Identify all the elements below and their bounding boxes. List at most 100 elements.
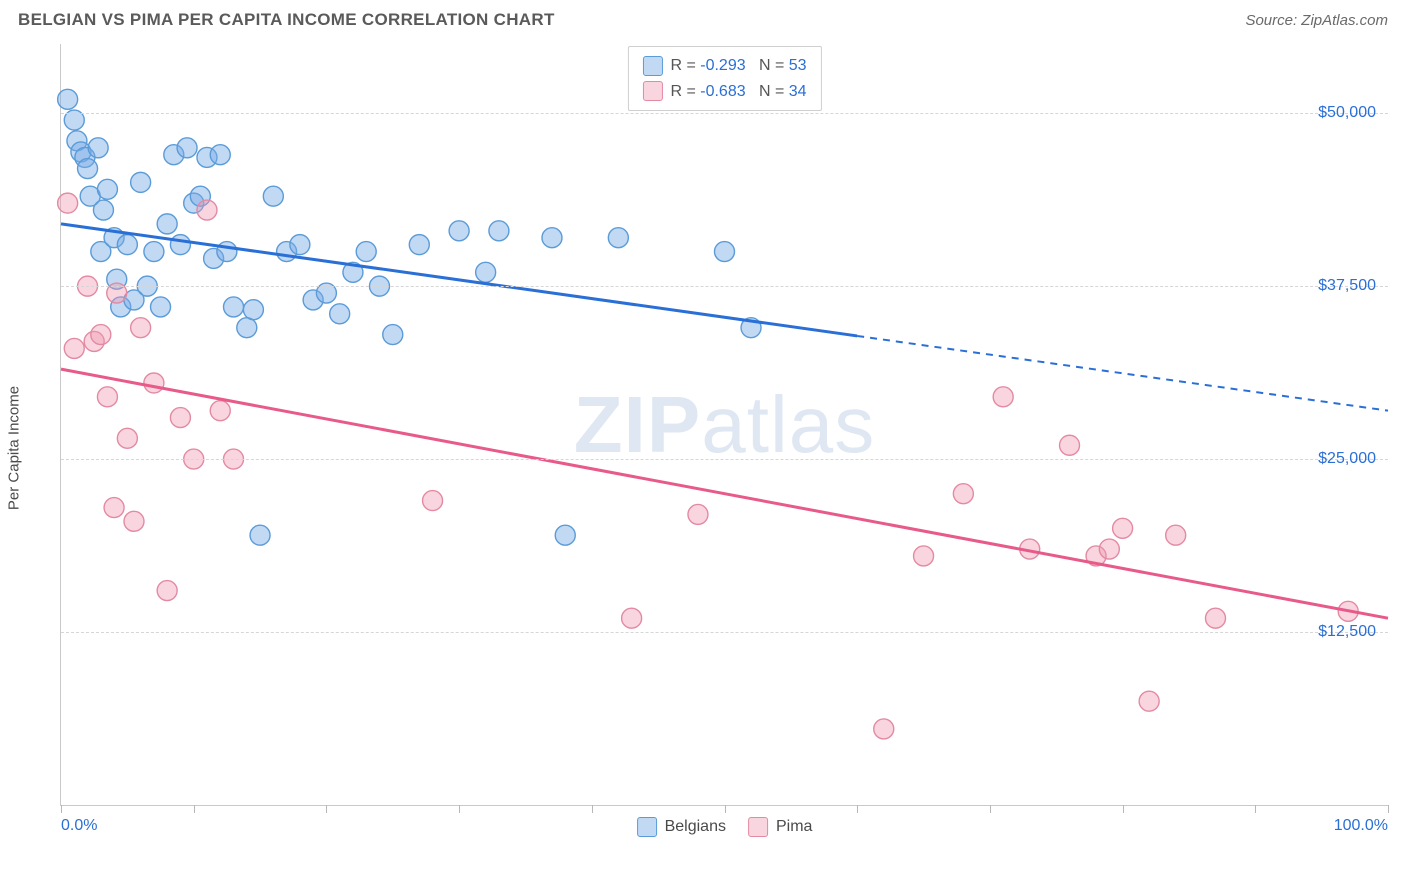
data-point	[93, 200, 113, 220]
y-tick-label: $12,500	[1318, 623, 1376, 641]
data-point	[170, 235, 190, 255]
data-point	[104, 498, 124, 518]
data-point	[243, 300, 263, 320]
data-point	[177, 138, 197, 158]
x-tick	[1388, 805, 1389, 813]
data-point	[476, 262, 496, 282]
data-point	[688, 504, 708, 524]
series-legend-item: Belgians	[637, 817, 726, 837]
y-tick-label: $37,500	[1318, 277, 1376, 295]
data-point	[409, 235, 429, 255]
data-point	[608, 228, 628, 248]
data-point	[622, 608, 642, 628]
data-point	[1060, 435, 1080, 455]
data-point	[715, 242, 735, 262]
data-point	[874, 719, 894, 739]
data-point	[224, 297, 244, 317]
legend-swatch	[642, 81, 662, 101]
data-point	[117, 428, 137, 448]
data-point	[88, 138, 108, 158]
data-point	[197, 200, 217, 220]
data-point	[58, 89, 78, 109]
stats-legend-row: R = -0.293 N = 53	[642, 53, 806, 79]
data-point	[64, 338, 84, 358]
x-tick	[459, 805, 460, 813]
data-point	[124, 511, 144, 531]
gridline	[61, 113, 1388, 114]
data-point	[237, 318, 257, 338]
data-point	[131, 172, 151, 192]
data-point	[144, 373, 164, 393]
source-attribution: Source: ZipAtlas.com	[1245, 12, 1388, 29]
trend-line-dashed	[857, 336, 1388, 411]
y-tick-label: $50,000	[1318, 104, 1376, 122]
data-point	[953, 484, 973, 504]
x-tick	[326, 805, 327, 813]
data-point	[1099, 539, 1119, 559]
data-point	[117, 235, 137, 255]
series-legend: Belgians Pima	[637, 817, 813, 837]
x-tick	[857, 805, 858, 813]
x-tick	[194, 805, 195, 813]
x-end-label: 100.0%	[1334, 817, 1388, 835]
x-tick	[990, 805, 991, 813]
stats-legend-row: R = -0.683 N = 34	[642, 79, 806, 105]
data-point	[356, 242, 376, 262]
data-point	[157, 214, 177, 234]
data-point	[157, 581, 177, 601]
data-point	[1139, 691, 1159, 711]
legend-stats-text: R = -0.293 N = 53	[670, 53, 806, 79]
data-point	[1166, 525, 1186, 545]
data-point	[78, 159, 98, 179]
data-point	[555, 525, 575, 545]
x-tick	[725, 805, 726, 813]
trend-line	[61, 369, 1388, 618]
y-tick-label: $25,000	[1318, 450, 1376, 468]
data-point	[1113, 518, 1133, 538]
data-point	[97, 387, 117, 407]
data-point	[217, 242, 237, 262]
chart-title: BELGIAN VS PIMA PER CAPITA INCOME CORREL…	[18, 10, 555, 30]
plot-svg	[61, 44, 1388, 805]
data-point	[210, 401, 230, 421]
data-point	[58, 193, 78, 213]
gridline	[61, 286, 1388, 287]
data-point	[263, 186, 283, 206]
x-tick	[1123, 805, 1124, 813]
data-point	[542, 228, 562, 248]
data-point	[993, 387, 1013, 407]
data-point	[91, 325, 111, 345]
data-point	[97, 179, 117, 199]
data-point	[144, 242, 164, 262]
data-point	[423, 491, 443, 511]
plot-area: ZIPatlas R = -0.293 N = 53R = -0.683 N =…	[60, 44, 1388, 806]
series-name: Pima	[776, 818, 812, 836]
data-point	[170, 408, 190, 428]
data-point	[914, 546, 934, 566]
series-legend-item: Pima	[748, 817, 812, 837]
data-point	[489, 221, 509, 241]
data-point	[250, 525, 270, 545]
data-point	[131, 318, 151, 338]
legend-stats-text: R = -0.683 N = 34	[670, 79, 806, 105]
x-tick	[61, 805, 62, 813]
stats-legend: R = -0.293 N = 53R = -0.683 N = 34	[627, 46, 821, 111]
y-axis-label: Per Capita Income	[6, 386, 23, 510]
data-point	[151, 297, 171, 317]
x-tick	[592, 805, 593, 813]
legend-swatch	[637, 817, 657, 837]
data-point	[449, 221, 469, 241]
x-tick	[1255, 805, 1256, 813]
gridline	[61, 459, 1388, 460]
x-start-label: 0.0%	[61, 817, 97, 835]
legend-swatch	[748, 817, 768, 837]
data-point	[1205, 608, 1225, 628]
data-point	[290, 235, 310, 255]
legend-swatch	[642, 56, 662, 76]
data-point	[210, 145, 230, 165]
gridline	[61, 632, 1388, 633]
chart-container: Per Capita Income ZIPatlas R = -0.293 N …	[18, 44, 1388, 852]
series-name: Belgians	[665, 818, 726, 836]
data-point	[330, 304, 350, 324]
data-point	[383, 325, 403, 345]
